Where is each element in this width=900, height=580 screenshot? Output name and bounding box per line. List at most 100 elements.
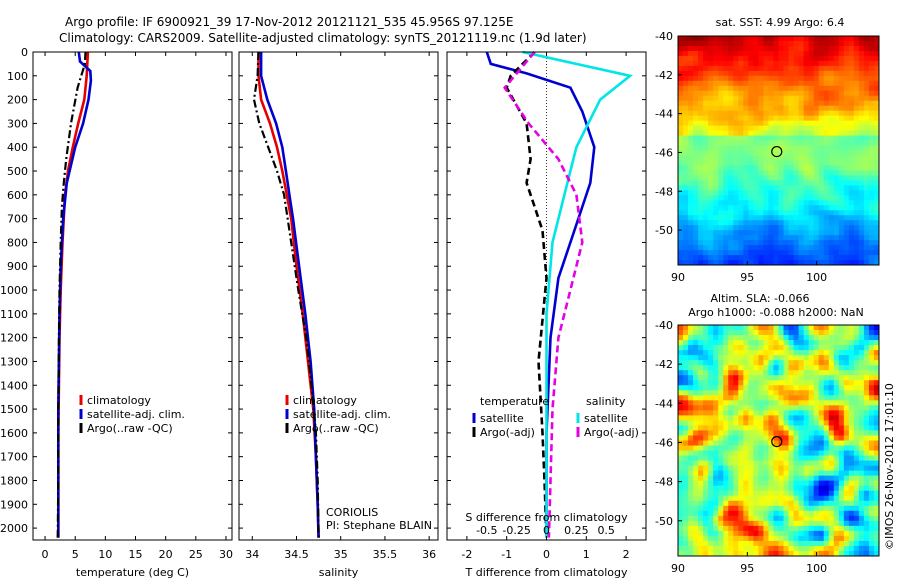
map-cell [768,510,774,517]
map-cell [863,465,870,472]
map-cell [788,325,794,331]
map-cell [758,70,764,77]
map-cell [813,445,820,451]
map-cell [848,325,855,331]
map-cell [678,530,684,537]
map-cell [833,165,840,171]
map-cell [813,400,820,406]
map-cell [678,215,684,221]
map-cell [793,185,800,191]
map-cell [873,185,880,191]
map-cell [743,100,749,107]
map-cell [688,155,694,161]
map-cell [748,245,754,251]
map-cell [873,545,880,552]
map-cell [858,530,865,537]
map-cell [688,410,694,416]
map-cell [698,335,704,341]
map-cell [713,190,719,196]
map-cell [808,80,815,87]
map-cell [728,455,734,461]
map-cell [753,160,759,166]
map-cell [783,450,789,456]
map-cell [788,150,794,156]
map-cell [708,105,714,112]
map-cell [778,80,784,87]
map-cell [863,550,870,557]
map-cell [873,325,880,331]
map-cell [843,95,850,102]
map-cell [838,150,845,156]
map-cell [723,165,729,171]
map-cell [778,120,784,127]
map-cell [723,450,729,456]
map-cell [783,50,789,57]
map-cell [768,135,774,141]
map-cell [773,75,779,82]
map-cell [838,210,845,216]
map-cell [733,165,739,171]
map-cell [708,540,714,547]
ytick-label: 0 [21,46,28,59]
map-cell [823,405,830,411]
map-cell [823,70,830,77]
map-cell [823,55,830,62]
map-cell [803,165,810,171]
map-cell [838,195,845,201]
map-cell [738,45,744,52]
map-cell [753,425,759,431]
map-cell [823,175,830,181]
map-cell [838,36,845,42]
map-cell [678,425,684,431]
map-cell [693,325,699,331]
map-cell [728,120,734,127]
map-cell [688,485,694,492]
map-cell [758,135,764,141]
map-cell [768,420,774,426]
map-cell [703,250,709,256]
map-cell [718,260,724,266]
legend-entry: climatology [293,394,357,407]
map-cell [778,200,784,206]
map-cell [793,335,800,341]
map-cell [833,200,840,206]
map-cell [733,525,739,532]
map-cell [868,535,875,542]
map-cell [763,220,769,226]
map-cell [823,100,830,107]
map-cell [718,515,724,522]
map-cell [753,225,759,231]
map-cell [838,175,845,181]
map-cell [748,185,754,191]
map-cell [833,205,840,211]
map-cell [758,130,764,136]
map-cell [783,345,789,351]
map-cell [678,370,684,376]
map-cell [833,145,840,151]
map-cell [853,460,860,467]
map-cell [793,530,800,537]
map-cell [763,505,769,512]
map-cell [778,490,784,497]
map-cell [793,330,800,336]
map-cell [833,375,840,381]
map-cell [723,530,729,537]
map-ytick-label: -40 [655,30,673,43]
map-cell [693,75,699,82]
map-cell [843,245,850,251]
map-cell [733,460,739,467]
map-cell [678,505,684,512]
map-cell [713,355,719,361]
map-cell [733,490,739,497]
map-cell [788,250,794,256]
map-cell [803,510,810,517]
map-cell [703,365,709,371]
map-cell [743,50,749,57]
map-cell [873,235,880,241]
map-cell [758,105,764,112]
map-cell [758,405,764,411]
map-cell [853,485,860,492]
map-cell [763,240,769,246]
map-cell [753,125,759,131]
map-cell [718,195,724,201]
